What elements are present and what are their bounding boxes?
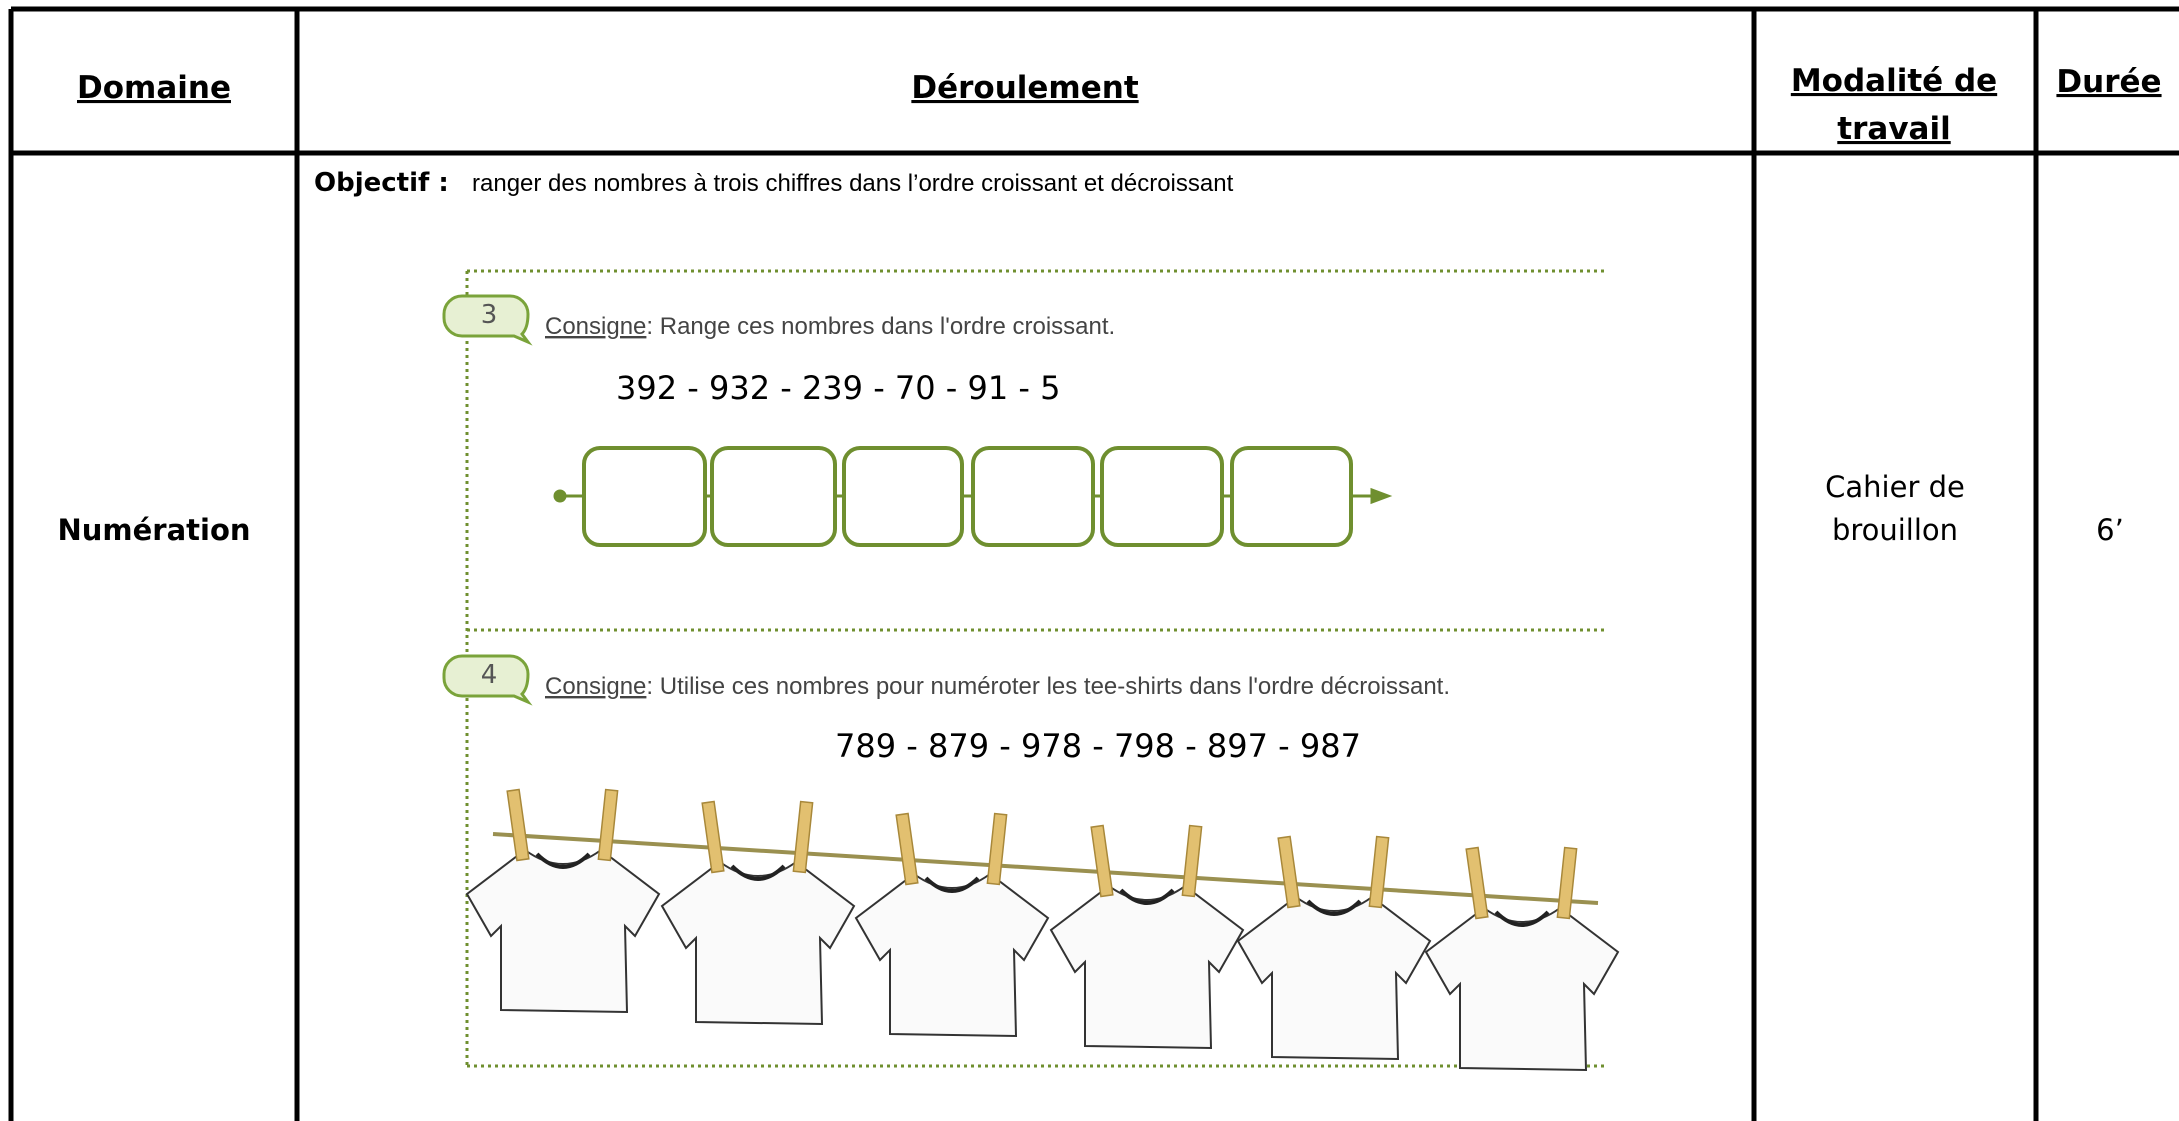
answer-box	[1232, 448, 1351, 545]
clothespin	[1091, 826, 1113, 897]
badge-number: 4	[481, 660, 498, 690]
domain: Numération	[57, 513, 250, 547]
instruction: Consigne: Utilise ces nombres pour numér…	[545, 673, 1450, 700]
clothespin	[1369, 837, 1388, 908]
answer-box	[584, 448, 705, 545]
tee-shirt	[1426, 848, 1618, 1070]
tee-shirt	[1051, 826, 1243, 1048]
clothespin	[598, 790, 617, 861]
exercise: 4 Consigne: Utilise ces nombres pour num…	[444, 656, 1618, 1070]
tee-shirts	[467, 790, 1618, 1070]
answer-box	[1102, 448, 1222, 545]
header-procedure: Déroulement	[911, 70, 1138, 106]
shirt-body	[1426, 908, 1618, 1070]
answer-box	[973, 448, 1093, 545]
clothespin	[1557, 848, 1576, 919]
answer-box	[712, 448, 835, 545]
shirt-body	[662, 862, 854, 1024]
header-duration: Durée	[2056, 64, 2161, 100]
clothespin	[793, 802, 812, 873]
instruction-text: : Utilise ces nombres pour numéroter les…	[646, 673, 1450, 700]
instruction-label: Consigne	[545, 313, 646, 340]
tee-shirt	[662, 802, 854, 1024]
tee-shirt	[467, 790, 659, 1012]
clothespin	[507, 790, 529, 861]
instruction-text: : Range ces nombres dans l'ordre croissa…	[646, 313, 1115, 340]
clothespin	[1278, 837, 1300, 908]
shirt-body	[1051, 886, 1243, 1048]
instruction: Consigne: Range ces nombres dans l'ordre…	[545, 313, 1115, 340]
shirt-body	[856, 874, 1048, 1036]
shirt-body	[467, 850, 659, 1012]
header-domain: Domaine	[77, 70, 231, 106]
exercise: 3 Consigne: Range ces nombres dans l'ord…	[444, 296, 1388, 545]
number-line	[555, 448, 1388, 545]
instruction-label: Consigne	[545, 673, 646, 700]
header-modality: Modalité de	[1791, 63, 1997, 99]
tee-shirt	[856, 814, 1048, 1036]
page: Domaine Déroulement Modalité de travail …	[0, 0, 2179, 1121]
clothespin	[896, 814, 918, 885]
clothespin	[1466, 848, 1488, 919]
clothespin	[1182, 826, 1201, 897]
badge-number: 3	[481, 300, 498, 330]
clothespin	[702, 802, 724, 873]
tee-shirt	[1238, 837, 1430, 1059]
modality: brouillon	[1832, 513, 1958, 547]
modality: Cahier de	[1825, 470, 1965, 504]
duration: 6’	[2096, 513, 2124, 547]
shirt-body	[1238, 897, 1430, 1059]
numbers: 392 - 932 - 239 - 70 - 91 - 5	[616, 369, 1060, 407]
objective-label: Objectif :	[314, 168, 449, 198]
answer-box	[844, 448, 962, 545]
objective: ranger des nombres à trois chiffres dans…	[472, 170, 1234, 197]
header-modality: travail	[1837, 111, 1950, 147]
clothespin	[987, 814, 1006, 885]
numbers: 789 - 879 - 978 - 798 - 897 - 987	[835, 727, 1361, 765]
